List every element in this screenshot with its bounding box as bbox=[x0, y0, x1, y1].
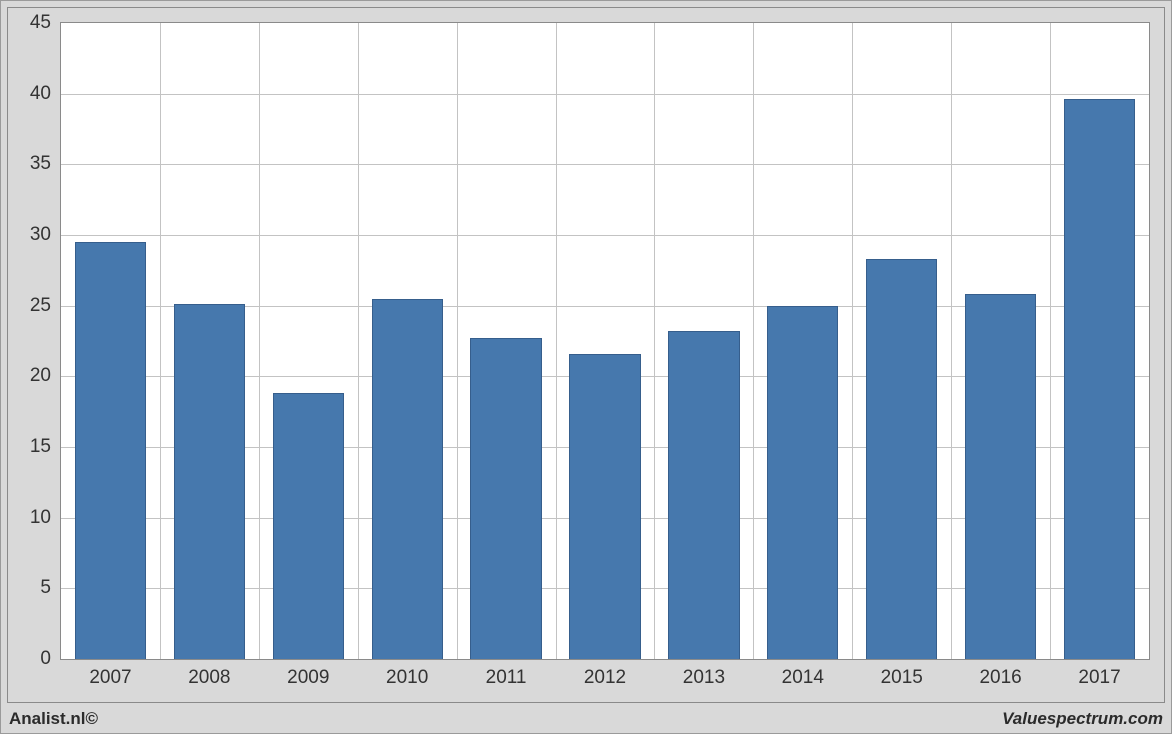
y-tick-label: 30 bbox=[11, 224, 51, 246]
bar bbox=[273, 393, 344, 659]
grid-line-v bbox=[556, 23, 557, 659]
grid-line-v bbox=[951, 23, 952, 659]
grid-line-v bbox=[358, 23, 359, 659]
bar bbox=[1064, 99, 1135, 659]
plot-area: 0510152025303540452007200820092010201120… bbox=[60, 22, 1150, 660]
bar bbox=[866, 259, 937, 659]
bar bbox=[372, 299, 443, 659]
footer-left: Analist.nl© bbox=[9, 709, 98, 729]
grid-line-h bbox=[61, 235, 1149, 236]
grid-line-v bbox=[259, 23, 260, 659]
y-tick-label: 40 bbox=[11, 83, 51, 105]
x-tick-label: 2017 bbox=[1070, 667, 1130, 689]
y-tick-label: 20 bbox=[11, 365, 51, 387]
footer-right: Valuespectrum.com bbox=[1002, 709, 1163, 729]
bar bbox=[668, 331, 739, 659]
bar bbox=[174, 304, 245, 659]
grid-line-v bbox=[654, 23, 655, 659]
grid-line-v bbox=[753, 23, 754, 659]
grid-line-v bbox=[457, 23, 458, 659]
x-tick-label: 2010 bbox=[377, 667, 437, 689]
y-tick-label: 5 bbox=[11, 577, 51, 599]
x-tick-label: 2014 bbox=[773, 667, 833, 689]
bar bbox=[75, 242, 146, 659]
x-tick-label: 2013 bbox=[674, 667, 734, 689]
y-tick-label: 10 bbox=[11, 507, 51, 529]
x-tick-label: 2007 bbox=[80, 667, 140, 689]
bar bbox=[965, 294, 1036, 659]
y-tick-label: 25 bbox=[11, 295, 51, 317]
grid-line-v bbox=[160, 23, 161, 659]
x-tick-label: 2008 bbox=[179, 667, 239, 689]
bar bbox=[767, 306, 838, 659]
bar bbox=[470, 338, 541, 659]
grid-line-v bbox=[852, 23, 853, 659]
grid-line-h bbox=[61, 94, 1149, 95]
grid-line-h bbox=[61, 164, 1149, 165]
bar bbox=[569, 354, 640, 659]
x-tick-label: 2011 bbox=[476, 667, 536, 689]
chart-container: 0 5 10 15 20 25 30 35 40 45 2007 2008 2009 2010 2011 20… bbox=[0, 0, 1172, 734]
x-tick-label: 2012 bbox=[575, 667, 635, 689]
y-tick-label: 15 bbox=[11, 436, 51, 458]
x-tick-label: 2016 bbox=[971, 667, 1031, 689]
y-tick-label: 35 bbox=[11, 153, 51, 175]
y-tick-label: 0 bbox=[11, 648, 51, 670]
x-tick-label: 2015 bbox=[872, 667, 932, 689]
plot-frame: 0 5 10 15 20 25 30 35 40 45 2007 2008 2009 2010 2011 20… bbox=[7, 7, 1165, 703]
y-tick-label: 45 bbox=[11, 12, 51, 34]
x-tick-label: 2009 bbox=[278, 667, 338, 689]
grid-line-v bbox=[1050, 23, 1051, 659]
